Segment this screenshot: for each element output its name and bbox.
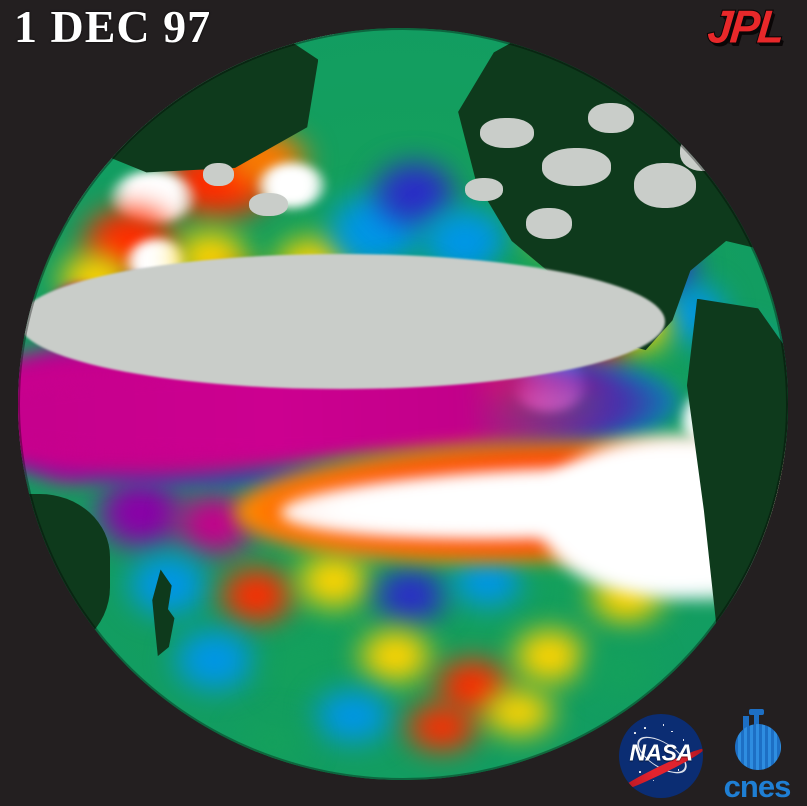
anomaly-blob — [372, 569, 450, 623]
nasa-star — [630, 752, 633, 755]
agency-logo-group: NASA cnes — [615, 709, 801, 804]
anomaly-blob — [233, 719, 311, 765]
cnes-globe-icon — [735, 724, 781, 770]
antarctic-ice-edge — [18, 253, 665, 389]
cnes-antenna-tip — [749, 709, 764, 715]
nasa-wordmark: NASA — [629, 739, 693, 766]
nasa-star — [682, 739, 685, 741]
anomaly-blob — [480, 689, 557, 735]
nasa-star — [639, 771, 641, 773]
anomaly-blob — [403, 704, 480, 750]
cnes-antenna-arm — [743, 716, 749, 734]
jpl-logo: JPL — [705, 1, 787, 54]
date-caption: 1 DEC 97 — [14, 1, 212, 52]
ice-patch — [587, 103, 634, 134]
ice-patch-field — [18, 28, 788, 780]
nasa-star — [652, 779, 655, 782]
cnes-logo: cnes — [713, 709, 801, 804]
anomaly-blob — [295, 554, 373, 608]
anomaly-blob — [264, 644, 342, 698]
nasa-star — [644, 727, 646, 730]
ice-patch — [526, 208, 573, 239]
ice-patch — [680, 133, 727, 171]
ice-patch — [249, 193, 288, 216]
ice-patch — [202, 163, 234, 186]
nasa-star — [662, 724, 665, 726]
anomaly-blob — [587, 644, 658, 698]
ice-patch — [541, 148, 611, 186]
cnes-wordmark: cnes — [723, 769, 792, 804]
nasa-star — [634, 732, 636, 735]
ice-patch — [464, 178, 504, 201]
land-new-zealand — [152, 569, 175, 657]
anomaly-blob — [172, 629, 257, 690]
nasa-insignia-circle: NASA — [619, 714, 703, 798]
globe-visualization — [18, 28, 788, 780]
anomaly-blob — [510, 629, 588, 683]
ice-patch — [480, 118, 534, 149]
globe-disc — [18, 28, 788, 780]
anomaly-blob — [356, 629, 434, 683]
anomaly-blob — [449, 554, 527, 608]
anomaly-blob — [310, 689, 396, 743]
anomaly-blob — [218, 569, 296, 623]
nasa-star — [677, 769, 680, 772]
nasa-star — [671, 730, 673, 733]
nasa-logo: NASA — [615, 710, 707, 802]
ice-patch — [634, 163, 696, 209]
anomaly-blob — [95, 479, 188, 547]
